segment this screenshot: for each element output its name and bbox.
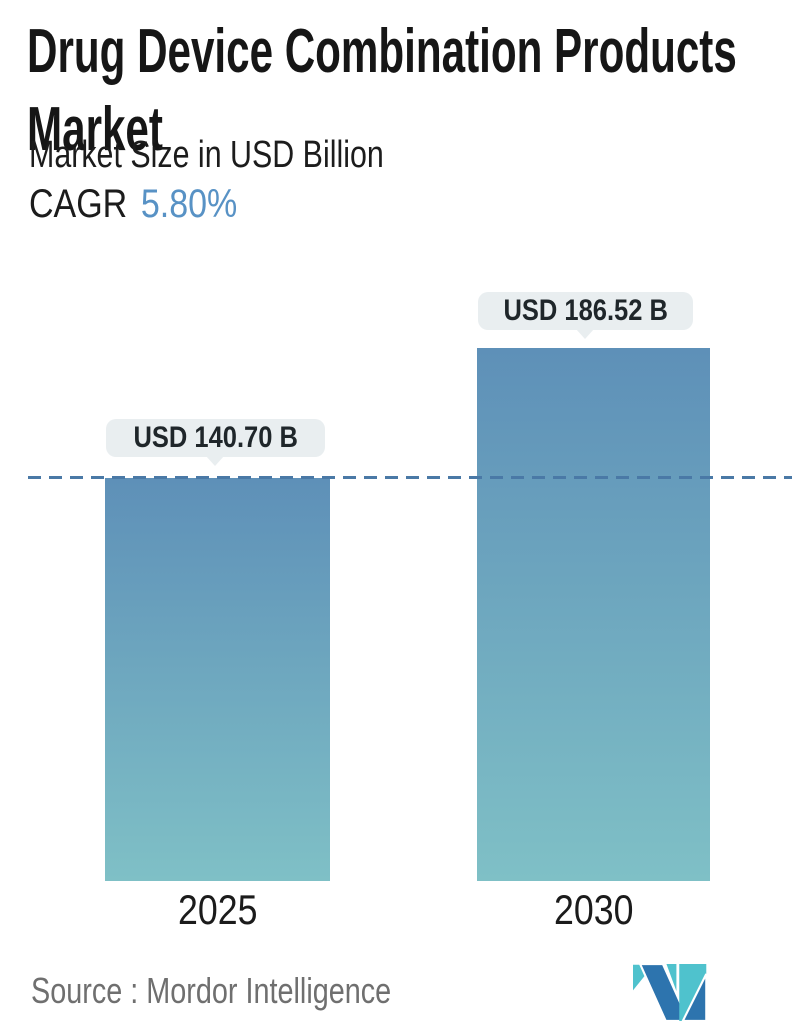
- cagr-label: CAGR: [29, 182, 128, 226]
- page-title: Drug Device Combination Products Market: [27, 13, 796, 169]
- cagr-value: 5.80%: [140, 182, 238, 226]
- value-label-2025: USD 140.70 B: [106, 419, 325, 457]
- logo-teal-sliver: [666, 964, 677, 992]
- source-attribution: Source : Mordor Intelligence: [31, 970, 392, 1011]
- baseline-dashed-line: [28, 476, 792, 479]
- logo-blue-triangle-right: [681, 973, 707, 1022]
- value-label-pointer-2025: [206, 456, 224, 466]
- cagr-row: CAGR 5.80%: [29, 180, 274, 228]
- bar-2030: [477, 348, 710, 881]
- bar-2025: [105, 478, 330, 881]
- value-label-2030: USD 186.52 B: [478, 292, 693, 330]
- mordor-intelligence-logo: [633, 963, 707, 1022]
- title-line-1: Drug Device Combination Products: [27, 17, 737, 86]
- chart-subtitle: Market Size in USD Billion: [29, 134, 384, 176]
- x-axis-label-2030: 2030: [553, 886, 634, 933]
- title-line-2: Market: [27, 95, 163, 164]
- value-label-pointer-2030: [576, 329, 594, 339]
- x-axis-label-2025: 2025: [177, 886, 258, 933]
